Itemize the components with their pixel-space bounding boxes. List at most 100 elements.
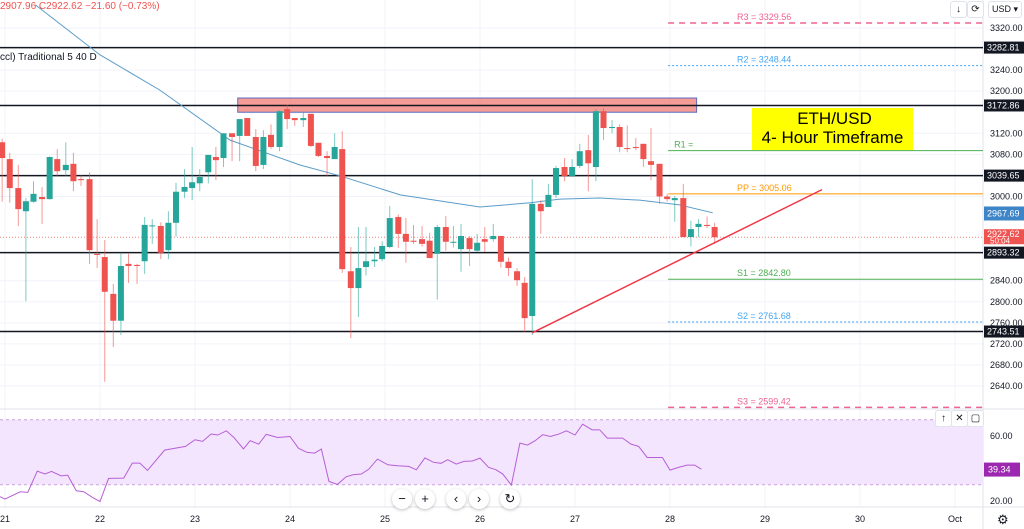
level-price-tag: [984, 246, 1024, 259]
time-tick-label: 30: [855, 514, 865, 524]
candle-down: [410, 240, 417, 242]
pivot-label-r2: R2 = 3248.44: [737, 55, 791, 65]
candle-down: [616, 126, 623, 147]
candle-down: [481, 239, 488, 242]
zoom-in-button[interactable]: +: [415, 489, 435, 509]
candle-down: [632, 146, 639, 149]
candle-down: [307, 113, 314, 146]
candle-down: [125, 263, 132, 266]
candle-up: [189, 182, 196, 189]
candle-up: [22, 201, 29, 212]
candle-up: [490, 235, 497, 240]
candle-up: [379, 245, 386, 260]
candle-up: [196, 176, 203, 184]
candle-down: [514, 271, 521, 281]
candle-up: [545, 194, 552, 208]
maximize-pane-icon[interactable]: ▢: [967, 410, 984, 427]
candle-countdown-label: 50:04: [990, 237, 1011, 246]
price-tick-label: 2680.00: [990, 360, 1023, 370]
candle-up: [695, 223, 702, 228]
candle-up: [117, 265, 124, 321]
pivot-label-s2: S2 = 2761.68: [737, 311, 791, 321]
reset-scale-icon[interactable]: ⟳: [967, 1, 984, 18]
candle-up: [576, 151, 583, 166]
candle-down: [229, 133, 236, 137]
reset-chart-button[interactable]: ↻: [500, 489, 520, 509]
rsi-band: [0, 419, 983, 485]
scroll-down-icon[interactable]: ↓: [950, 1, 967, 18]
time-tick-label: 22: [95, 514, 105, 524]
candle-up: [671, 198, 678, 201]
level-price-tag: [984, 169, 1024, 182]
candle-down: [521, 282, 528, 319]
level-price-label: 3039.65: [987, 171, 1020, 181]
currency-select[interactable]: USD ▾: [988, 1, 1022, 18]
candle-down: [94, 253, 101, 255]
candle-down: [442, 227, 449, 242]
level-price-tag: [984, 99, 1024, 112]
annotation-title: ETH/USD: [797, 109, 872, 128]
candle-up: [434, 227, 441, 254]
candle-down: [347, 271, 354, 289]
scroll-right-button[interactable]: ›: [469, 489, 489, 509]
candle-up: [260, 136, 267, 165]
candle-down: [656, 163, 663, 197]
candle-up: [62, 164, 69, 171]
pivot-label-r3: R3 = 3329.56: [737, 12, 791, 22]
price-tick-label: 2840.00: [990, 276, 1023, 286]
rsi-line: [0, 423, 702, 503]
candle-down: [497, 235, 504, 262]
time-tick-label: 27: [570, 514, 580, 524]
candle-up: [687, 229, 694, 238]
candle-up: [529, 203, 536, 316]
candle-down: [640, 143, 647, 160]
candle-down: [402, 233, 409, 242]
level-price-label: 2893.32: [987, 248, 1020, 258]
candle-down: [664, 196, 671, 200]
candle-down: [324, 155, 331, 159]
rsi-value-tag: [984, 462, 1020, 477]
rsi-value-label: 39.34: [988, 465, 1011, 475]
candle-up: [165, 222, 172, 251]
last-price-tag: [984, 229, 1024, 245]
pivot-indicator-legend[interactable]: ccl) Traditional 5 40 D: [0, 52, 97, 63]
candle-up: [173, 191, 179, 223]
price-tick-label: 2640.00: [990, 381, 1023, 391]
level-price-tag: [984, 41, 1024, 54]
pivot-label-pp: PP = 3005.06: [737, 183, 792, 193]
price-tick-label: 3000.00: [990, 191, 1023, 201]
level-price-label: 2743.51: [987, 327, 1020, 337]
candle-up: [181, 187, 188, 192]
pivot-label-s1: S1 = 2842.80: [737, 268, 791, 278]
candle-down: [466, 238, 473, 250]
candle-down: [54, 159, 61, 172]
candle-up: [300, 118, 307, 121]
candle-down: [680, 198, 687, 238]
price-tick-label: 2800.00: [990, 297, 1023, 307]
settings-gear-icon[interactable]: ⚙: [997, 512, 1009, 527]
candle-down: [252, 136, 259, 166]
close-pane-icon[interactable]: ✕: [951, 410, 968, 427]
ma-price-tag: [984, 206, 1024, 221]
candle-up: [141, 224, 148, 262]
ma-price-label: 2967.69: [987, 208, 1020, 218]
zoom-out-button[interactable]: −: [392, 489, 412, 509]
candle-down: [585, 150, 592, 164]
candle-down: [39, 197, 46, 200]
candle-down: [284, 109, 291, 120]
candle-down: [648, 161, 654, 165]
candle-up: [609, 126, 616, 129]
candle-up: [474, 242, 481, 251]
scroll-left-button[interactable]: ‹: [446, 489, 466, 509]
annotation-subtitle: 4- Hour Timeframe: [761, 128, 904, 147]
candle-up: [30, 193, 37, 202]
time-tick-label: 24: [285, 514, 295, 524]
price-tick-label: 2760.00: [990, 318, 1023, 328]
candle-down: [711, 227, 718, 238]
move-pane-up-icon[interactable]: ↑: [935, 410, 952, 427]
candle-up: [149, 225, 156, 227]
candle-down: [86, 179, 93, 251]
candle-down: [419, 239, 426, 244]
price-tick-label: 3320.00: [990, 23, 1023, 33]
